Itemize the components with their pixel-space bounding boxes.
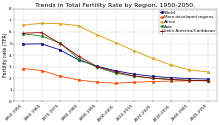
World	[40, 43, 43, 44]
More developed regions	[188, 80, 191, 82]
Line: Africa: Africa	[22, 22, 209, 73]
Latin America/Caribbean	[114, 71, 117, 73]
Asia	[170, 79, 172, 80]
Asia	[77, 58, 80, 60]
Legend: World, More developed regions, Africa, Asia, Latin America/Caribbean: World, More developed regions, Africa, A…	[159, 10, 216, 34]
Y-axis label: Fertility rate (TFR): Fertility rate (TFR)	[3, 33, 8, 78]
World	[207, 78, 209, 80]
Latin America/Caribbean	[40, 32, 43, 33]
Asia	[22, 33, 24, 34]
Asia	[59, 42, 61, 44]
Line: Asia: Asia	[22, 33, 209, 82]
Latin America/Caribbean	[170, 79, 172, 80]
World	[77, 59, 80, 61]
More developed regions	[77, 79, 80, 81]
Latin America/Caribbean	[77, 56, 80, 57]
Africa	[114, 42, 117, 43]
More developed regions	[40, 70, 43, 71]
Africa	[22, 24, 24, 26]
More developed regions	[170, 80, 172, 82]
Asia	[207, 80, 209, 82]
Asia	[151, 77, 154, 79]
Africa	[170, 64, 172, 66]
Asia	[133, 75, 135, 77]
World	[22, 43, 24, 45]
World	[151, 76, 154, 77]
Latin America/Caribbean	[22, 32, 24, 34]
Latin America/Caribbean	[133, 75, 135, 77]
Africa	[133, 50, 135, 52]
More developed regions	[96, 81, 98, 83]
More developed regions	[22, 68, 24, 69]
More developed regions	[151, 81, 154, 82]
Latin America/Caribbean	[59, 43, 61, 44]
Asia	[40, 35, 43, 37]
Africa	[188, 69, 191, 71]
Africa	[77, 25, 80, 26]
Asia	[188, 80, 191, 81]
Latin America/Caribbean	[188, 80, 191, 81]
Line: Latin America/Caribbean: Latin America/Caribbean	[21, 31, 210, 82]
World	[59, 49, 61, 51]
Africa	[151, 58, 154, 59]
More developed regions	[207, 80, 209, 82]
More developed regions	[133, 82, 135, 83]
World	[96, 66, 98, 67]
Latin America/Caribbean	[207, 80, 209, 82]
World	[170, 77, 172, 78]
Latin America/Caribbean	[96, 66, 98, 68]
Asia	[114, 72, 117, 74]
Asia	[96, 66, 98, 68]
Latin America/Caribbean	[151, 78, 154, 79]
Africa	[59, 23, 61, 24]
More developed regions	[114, 82, 117, 84]
World	[114, 70, 117, 71]
Africa	[96, 34, 98, 36]
Africa	[40, 23, 43, 24]
World	[188, 78, 191, 79]
Africa	[207, 71, 209, 73]
Title: Trends in Total Fertility Rate by Region, 1950-2050.: Trends in Total Fertility Rate by Region…	[35, 3, 196, 8]
Line: World: World	[22, 43, 209, 80]
Line: More developed regions: More developed regions	[22, 68, 209, 84]
World	[133, 73, 135, 75]
More developed regions	[59, 75, 61, 77]
